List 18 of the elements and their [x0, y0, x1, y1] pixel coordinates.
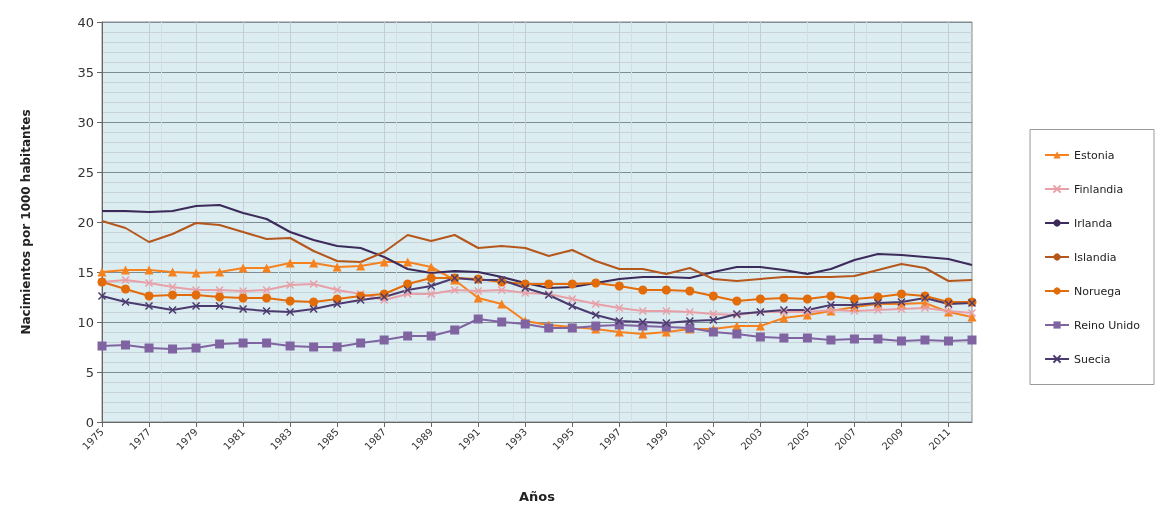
y-tick-label: 30 — [77, 114, 94, 130]
legend-label: Noruega — [1074, 284, 1121, 298]
y-tick-label: 15 — [77, 264, 94, 280]
y-tick-label: 40 — [77, 14, 94, 30]
legend-label: Irlanda — [1074, 216, 1113, 230]
y-axis-title: Nacimientos por 1000 habitantes — [19, 109, 33, 335]
x-axis-title: Años — [519, 489, 556, 504]
legend-label: Estonia — [1074, 148, 1115, 162]
y-tick-label: 35 — [77, 64, 94, 80]
y-tick-label: 10 — [77, 314, 94, 330]
y-tick-label: 5 — [85, 364, 94, 380]
legend-label: Reino Unido — [1074, 318, 1141, 332]
y-tick-label: 0 — [85, 414, 94, 430]
y-tick-label: 25 — [77, 164, 94, 180]
legend-label: Finlandia — [1074, 182, 1124, 196]
y-tick-label: 20 — [77, 214, 94, 230]
legend-label: Suecia — [1074, 352, 1111, 366]
legend-label: Islandia — [1074, 250, 1117, 264]
